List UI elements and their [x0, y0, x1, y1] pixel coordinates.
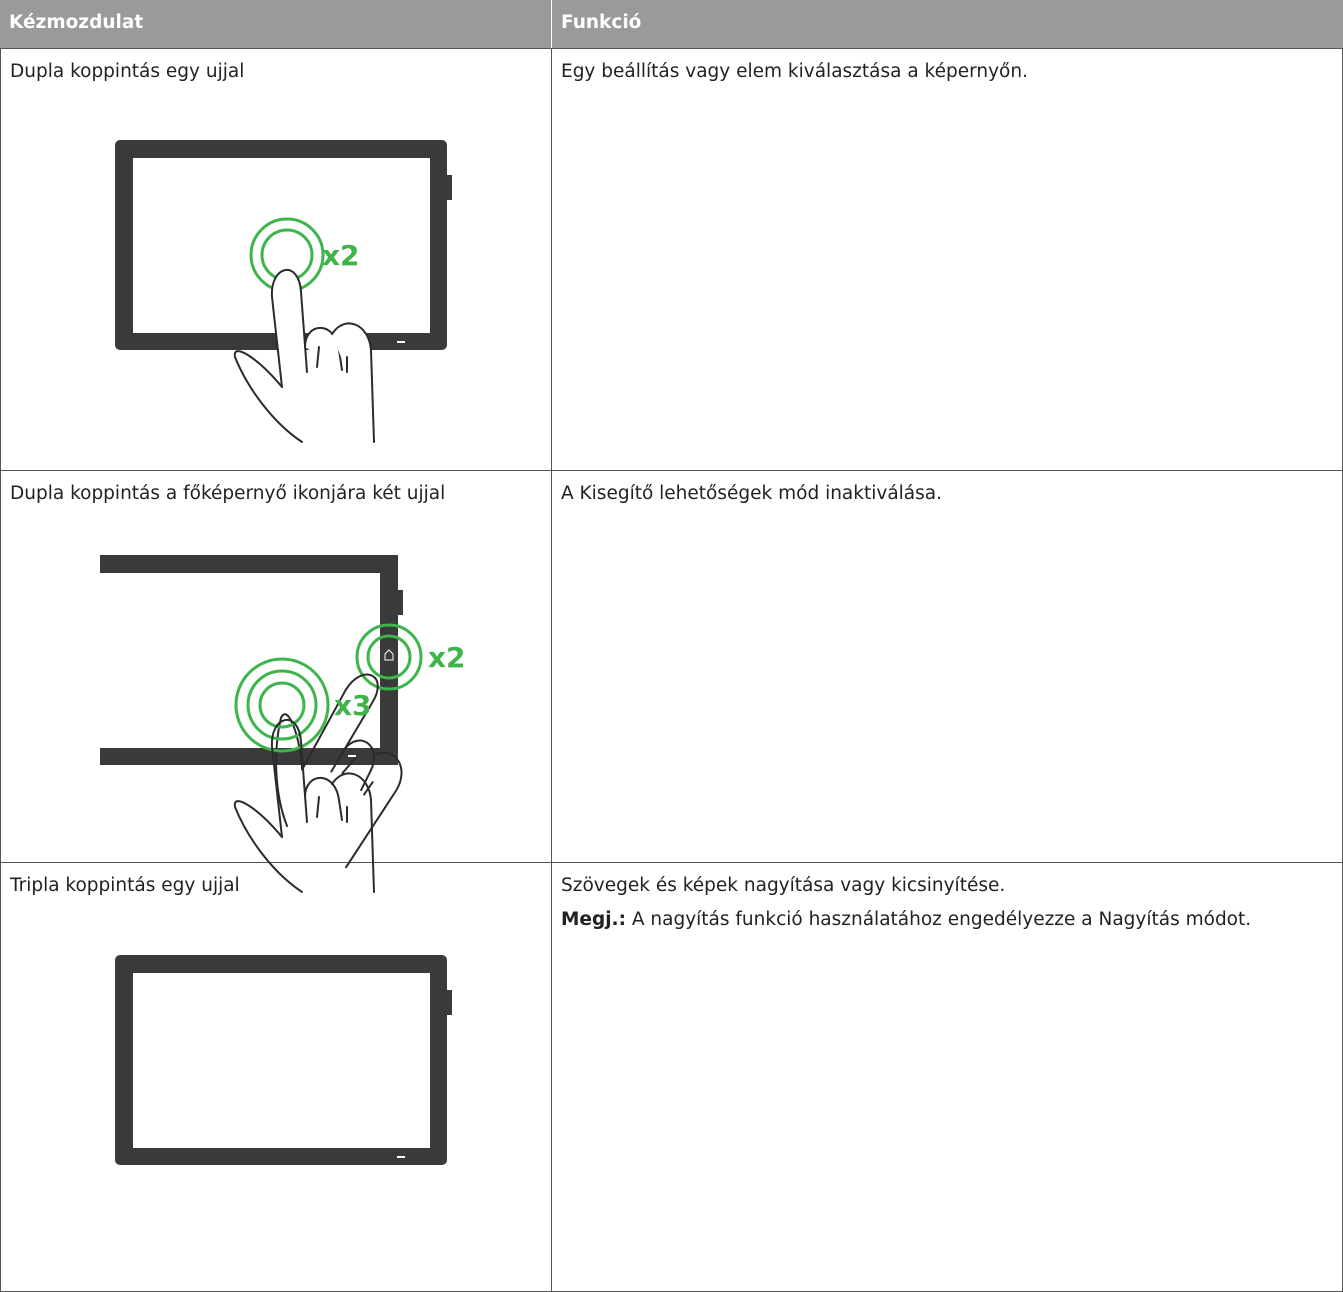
gesture-cell: Dupla koppintás egy ujjal [0, 48, 552, 471]
function: Szövegek és képek nagyítása vagy kicsiny… [561, 875, 1006, 896]
gesture-cell: Dupla koppintás a főképernyő ikonjára ké… [0, 470, 552, 863]
function-cell: A Kisegítő lehetőségek mód inaktiválása. [551, 470, 1343, 863]
function: Egy beállítás vagy elem kiválasztása a k… [561, 61, 1028, 82]
function-cell: Egy beállítás vagy elem kiválasztása a k… [551, 48, 1343, 471]
note-text: A nagyítás funkció használatához engedél… [631, 909, 1252, 930]
header-cell: Kézmozdulat [0, 0, 552, 48]
gesture-cell: Tripla koppintás egy ujjal [0, 862, 552, 1292]
gesture: Dupla koppintás egy ujjal [10, 61, 245, 82]
gesture: Dupla koppintás a főképernyő ikonjára ké… [10, 483, 446, 504]
header-cell: Funkció [552, 0, 1343, 48]
note: Megj.: A nagyítás funkció használatához … [561, 907, 1291, 933]
function: A Kisegítő lehetőségek mód inaktiválása. [561, 483, 942, 504]
note-label: Megj.: [561, 909, 626, 930]
function-cell: Szövegek és képek nagyítása vagy kicsiny… [551, 862, 1343, 1292]
gesture: Tripla koppintás egy ujjal [10, 875, 240, 896]
